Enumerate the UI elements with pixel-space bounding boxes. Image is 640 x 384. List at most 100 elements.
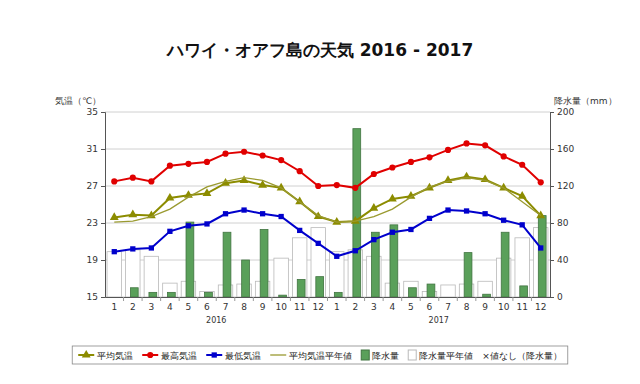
tick: 10 xyxy=(498,297,510,312)
tick-label: 9 xyxy=(260,302,266,312)
legend-swatch xyxy=(408,350,416,360)
marker-series xyxy=(111,140,544,191)
marker xyxy=(390,230,395,235)
tick-label: 31 xyxy=(87,144,98,154)
separator xyxy=(438,297,439,301)
bar xyxy=(316,277,324,297)
separator xyxy=(271,297,272,301)
bar xyxy=(279,295,287,297)
tick: 80 xyxy=(550,218,569,228)
tick: 200 xyxy=(550,107,574,117)
marker xyxy=(464,208,469,213)
bar-series xyxy=(107,228,548,297)
bar xyxy=(404,281,418,297)
bar xyxy=(186,222,194,297)
tick-label: 200 xyxy=(557,107,574,117)
plot-area xyxy=(107,129,548,297)
x-group-label: 2016 xyxy=(206,316,226,325)
bar xyxy=(330,252,344,297)
marker xyxy=(426,154,432,160)
tick-label: 8 xyxy=(464,302,470,312)
bar xyxy=(126,250,140,297)
marker xyxy=(352,185,358,191)
bar xyxy=(446,297,454,298)
bar xyxy=(311,228,325,297)
tick: 27 xyxy=(87,181,105,191)
bar xyxy=(163,283,177,297)
marker xyxy=(260,211,265,216)
marker xyxy=(315,183,321,189)
marker xyxy=(240,175,249,183)
tick-label: 2 xyxy=(130,302,136,312)
legend-swatch xyxy=(270,354,286,355)
marker xyxy=(388,194,397,202)
separator xyxy=(197,297,198,301)
tick-label: 15 xyxy=(87,292,98,302)
bar xyxy=(130,288,138,297)
bar xyxy=(205,292,213,297)
legend-item: 最低気温 xyxy=(206,351,261,361)
separator xyxy=(216,297,217,301)
legend-label: 降水量 xyxy=(372,351,399,361)
marker xyxy=(112,249,117,254)
tick: 120 xyxy=(550,181,574,191)
marker xyxy=(369,203,378,211)
marker xyxy=(445,147,451,153)
tick: 11 xyxy=(516,297,527,312)
month-separators xyxy=(124,297,532,301)
tick-label: 3 xyxy=(371,302,377,312)
tick: 31 xyxy=(87,144,105,154)
legend-label: 最高気温 xyxy=(161,351,197,361)
separator xyxy=(160,297,161,301)
bar xyxy=(167,292,175,297)
marker xyxy=(223,211,228,216)
bar xyxy=(297,279,305,297)
marker xyxy=(520,222,525,227)
separator xyxy=(346,297,347,301)
separator xyxy=(290,297,291,301)
bar xyxy=(483,294,491,297)
tick: 40 xyxy=(550,255,569,265)
bar xyxy=(144,256,158,297)
tick: 23 xyxy=(87,218,105,228)
separator xyxy=(512,297,513,301)
tick: 5 xyxy=(186,297,192,312)
grid xyxy=(105,112,550,297)
y2-axis: 04080120160200 xyxy=(550,107,574,302)
tick-label: 120 xyxy=(557,181,574,191)
bar xyxy=(107,252,121,297)
tick: 4 xyxy=(390,297,396,312)
legend-label: 平均気温 xyxy=(97,351,133,361)
marker xyxy=(111,178,117,184)
axis-line xyxy=(551,113,555,298)
grid-line xyxy=(105,260,550,261)
marker xyxy=(371,237,376,242)
legend-item: 平均気温平年値 xyxy=(270,351,352,361)
legend-label: 降水量平年値 xyxy=(419,351,473,361)
marker xyxy=(167,229,172,234)
tick: 8 xyxy=(241,297,247,312)
marker-series xyxy=(112,207,544,259)
tick-label: 10 xyxy=(275,302,287,312)
bar xyxy=(441,285,455,297)
line xyxy=(114,177,540,222)
tick: 1 xyxy=(111,297,117,312)
marker xyxy=(149,245,154,250)
tick-label: 5 xyxy=(408,302,414,312)
bar-series xyxy=(130,129,546,297)
tick-label: 1 xyxy=(334,302,340,312)
tick: 0 xyxy=(550,292,563,302)
marker xyxy=(334,182,340,188)
separator xyxy=(475,297,476,301)
tick-label: 3 xyxy=(148,302,154,312)
bar xyxy=(478,281,492,297)
marker xyxy=(128,210,137,218)
marker xyxy=(353,248,358,253)
tick-mark xyxy=(550,149,554,150)
tick-label: 27 xyxy=(87,181,98,191)
legend-note: ×値なし（降水量） xyxy=(482,351,562,361)
legend: 平均気温 最高気温最低気温平均気温平年値 降水量 降水量平年値 ×値なし（降水量） xyxy=(72,346,568,364)
separator xyxy=(179,297,180,301)
marker xyxy=(204,159,210,165)
tick-mark xyxy=(101,223,105,224)
